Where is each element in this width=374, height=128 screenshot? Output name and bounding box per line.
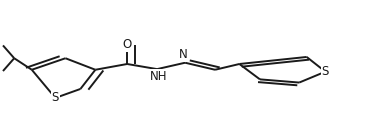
Text: NH: NH bbox=[150, 70, 168, 83]
Text: S: S bbox=[322, 65, 329, 78]
Text: S: S bbox=[52, 91, 59, 104]
Text: N: N bbox=[179, 48, 188, 61]
Text: O: O bbox=[123, 38, 132, 51]
